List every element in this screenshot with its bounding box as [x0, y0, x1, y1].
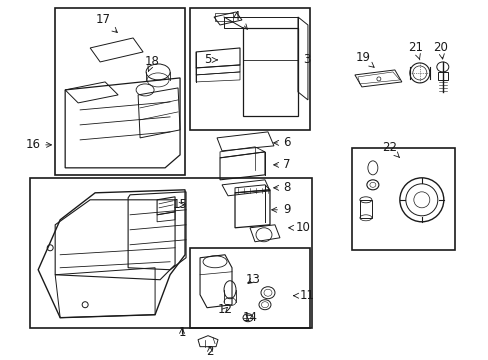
Text: 15: 15 — [173, 198, 187, 211]
Bar — [215, 13, 233, 21]
Text: 16: 16 — [25, 138, 51, 151]
Text: 22: 22 — [382, 141, 399, 157]
Text: 8: 8 — [273, 181, 290, 194]
Text: 5: 5 — [203, 53, 217, 67]
Text: 4: 4 — [232, 10, 247, 29]
Bar — [190, 248, 309, 328]
Text: 1: 1 — [178, 326, 185, 339]
Text: 17: 17 — [96, 13, 117, 32]
Bar — [351, 148, 454, 250]
Bar — [437, 72, 447, 80]
Text: 20: 20 — [432, 41, 447, 59]
Text: 12: 12 — [217, 303, 232, 316]
Text: 18: 18 — [144, 55, 159, 71]
Text: 2: 2 — [206, 345, 213, 358]
Text: 19: 19 — [355, 51, 373, 67]
Bar — [359, 200, 371, 218]
Text: 6: 6 — [273, 136, 290, 149]
Text: 9: 9 — [271, 203, 290, 216]
Text: 10: 10 — [288, 221, 310, 234]
Text: 14: 14 — [242, 311, 257, 324]
Bar — [30, 178, 311, 328]
Bar — [190, 8, 309, 130]
Text: 13: 13 — [245, 273, 260, 286]
Text: 11: 11 — [293, 289, 314, 302]
Bar — [243, 28, 297, 116]
Text: 7: 7 — [273, 158, 290, 171]
Text: 21: 21 — [407, 41, 423, 60]
Bar — [55, 8, 184, 175]
Text: 3: 3 — [303, 53, 310, 67]
